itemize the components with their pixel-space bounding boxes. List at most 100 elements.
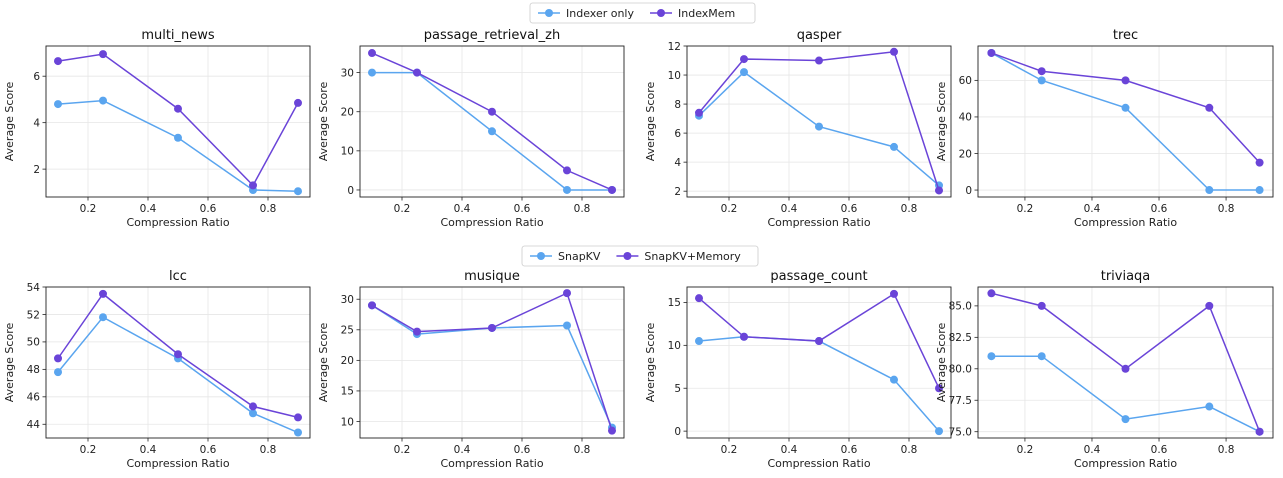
data-point — [1037, 67, 1046, 76]
x-axis-label: Compression Ratio — [126, 457, 229, 470]
data-point — [249, 402, 257, 411]
x-tick-label: 0.2 — [1017, 444, 1034, 456]
y-tick-label: 15 — [668, 297, 681, 309]
x-axis-label: Compression Ratio — [767, 216, 870, 229]
data-point — [174, 350, 182, 359]
data-point — [1205, 402, 1214, 411]
y-tick-label: 5 — [674, 383, 681, 395]
data-point — [99, 313, 107, 322]
y-axis-label: Average Score — [935, 323, 948, 403]
chart-title: qasper — [797, 28, 842, 43]
data-point — [935, 427, 943, 436]
data-point — [890, 375, 898, 384]
y-axis-label: Average Score — [3, 82, 16, 162]
x-axis-label: Compression Ratio — [1074, 216, 1177, 229]
data-point — [488, 127, 496, 136]
legend-marker — [537, 252, 545, 260]
legend: Indexer only IndexMem — [529, 2, 756, 24]
data-point — [294, 428, 302, 437]
x-tick-label: 0.6 — [200, 444, 217, 456]
y-tick-label: 85.0 — [949, 301, 972, 313]
data-point — [54, 57, 62, 66]
series-line — [698, 50, 940, 191]
data-point — [695, 337, 703, 346]
x-tick-label: 0.2 — [394, 444, 411, 456]
chart-panel: 0.2 0.4 0.6 0.8 2 4 6 8 10 12 qasper Compression Ra… — [644, 28, 952, 229]
x-tick-label: 0.4 — [140, 203, 157, 215]
x-tick-label: 0.6 — [841, 444, 858, 456]
data-point — [294, 187, 302, 196]
data-point — [608, 426, 616, 435]
y-tick-label: 60 — [959, 75, 972, 87]
data-point — [815, 122, 823, 131]
data-point — [368, 68, 376, 77]
x-tick-label: 0.2 — [80, 203, 97, 215]
y-tick-label: 50 — [27, 337, 40, 349]
data-point — [488, 107, 496, 116]
data-point — [1121, 103, 1130, 112]
x-tick-label: 0.2 — [1017, 203, 1034, 215]
data-point — [368, 49, 376, 58]
data-point — [740, 332, 748, 341]
x-tick-label: 0.4 — [140, 444, 157, 456]
data-point — [563, 289, 571, 298]
y-axis-label: Average Score — [644, 82, 657, 162]
x-tick-label: 0.8 — [260, 444, 277, 456]
series-line — [371, 52, 613, 191]
data-point — [1037, 76, 1046, 85]
axes-frame — [359, 45, 625, 198]
data-point — [987, 48, 996, 57]
x-tick-label: 0.2 — [394, 203, 411, 215]
y-axis-label: Average Score — [3, 323, 16, 403]
y-tick-label: 54 — [27, 282, 41, 294]
data-point — [488, 323, 496, 332]
data-point — [174, 133, 182, 142]
data-point — [563, 166, 571, 175]
y-tick-label: 10 — [341, 416, 354, 428]
chart-title: musique — [464, 269, 520, 284]
series-line — [371, 292, 613, 431]
data-point — [368, 301, 376, 310]
y-tick-label: 20 — [341, 355, 354, 367]
axes-frame — [977, 286, 1274, 439]
y-tick-label: 6 — [33, 71, 40, 83]
data-point — [608, 185, 616, 194]
y-tick-label: 4 — [33, 117, 40, 129]
y-axis-label: Average Score — [935, 82, 948, 162]
y-tick-label: 0 — [965, 185, 972, 197]
y-tick-label: 12 — [668, 41, 681, 53]
x-tick-label: 0.4 — [1084, 203, 1101, 215]
chart-title: trec — [1113, 28, 1138, 43]
data-point — [99, 50, 107, 59]
y-axis-label: Average Score — [317, 82, 330, 162]
legend-marker — [657, 9, 665, 17]
x-axis-label: Compression Ratio — [1074, 457, 1177, 470]
data-point — [1037, 301, 1046, 310]
data-point — [294, 98, 302, 107]
y-tick-label: 15 — [341, 386, 354, 398]
x-tick-label: 0.8 — [574, 444, 591, 456]
x-axis-label: Compression Ratio — [440, 457, 543, 470]
y-tick-label: 48 — [27, 364, 40, 376]
y-tick-label: 4 — [674, 157, 681, 169]
legend-marker — [623, 252, 632, 260]
data-point — [1205, 103, 1214, 112]
y-tick-label: 30 — [341, 294, 354, 306]
data-point — [99, 289, 107, 298]
x-tick-label: 0.6 — [841, 203, 858, 215]
data-point — [740, 68, 748, 77]
series-line — [371, 304, 613, 428]
x-axis-label: Compression Ratio — [440, 216, 543, 229]
x-tick-label: 0.2 — [80, 444, 97, 456]
x-tick-label: 0.2 — [721, 444, 738, 456]
data-point — [935, 186, 943, 195]
series-line — [991, 52, 1260, 191]
x-tick-label: 0.6 — [1151, 203, 1168, 215]
data-point — [249, 409, 257, 418]
data-point — [413, 327, 421, 336]
y-tick-label: 82.5 — [949, 332, 972, 344]
series-line — [57, 316, 299, 434]
y-axis-label: Average Score — [317, 323, 330, 403]
data-point — [987, 289, 996, 298]
data-point — [563, 321, 571, 330]
